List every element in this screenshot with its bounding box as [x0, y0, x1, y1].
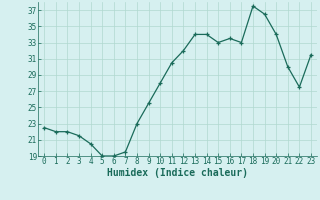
- X-axis label: Humidex (Indice chaleur): Humidex (Indice chaleur): [107, 168, 248, 178]
